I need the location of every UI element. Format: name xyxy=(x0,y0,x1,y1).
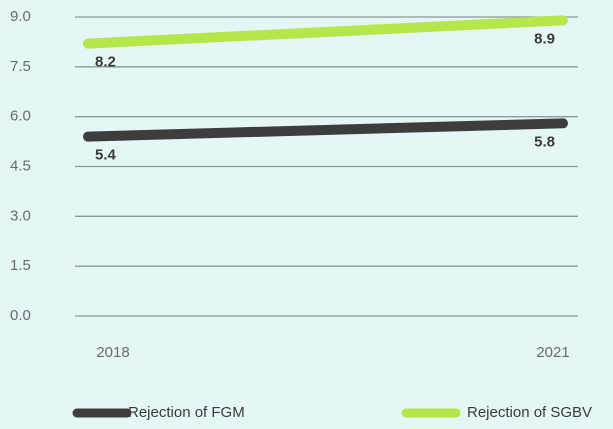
data-label: 8.2 xyxy=(95,54,116,71)
y-tick-label: 4.5 xyxy=(10,157,31,174)
y-tick-label: 3.0 xyxy=(10,207,31,224)
legend-label: Rejection of SGBV xyxy=(467,404,592,421)
y-tick-label: 9.0 xyxy=(10,8,31,25)
data-label: 8.9 xyxy=(534,30,555,47)
data-label: 5.8 xyxy=(534,133,555,150)
y-tick-label: 6.0 xyxy=(10,108,31,125)
legend-label: Rejection of FGM xyxy=(128,404,245,421)
data-label: 5.4 xyxy=(95,147,117,164)
x-tick-label: 2018 xyxy=(96,344,129,361)
y-tick-label: 7.5 xyxy=(10,58,31,75)
series-line xyxy=(83,15,568,49)
y-tick-label: 1.5 xyxy=(10,257,31,274)
x-tick-label: 2021 xyxy=(536,344,569,361)
y-tick-label: 0.0 xyxy=(10,307,31,324)
series-line xyxy=(83,118,568,142)
